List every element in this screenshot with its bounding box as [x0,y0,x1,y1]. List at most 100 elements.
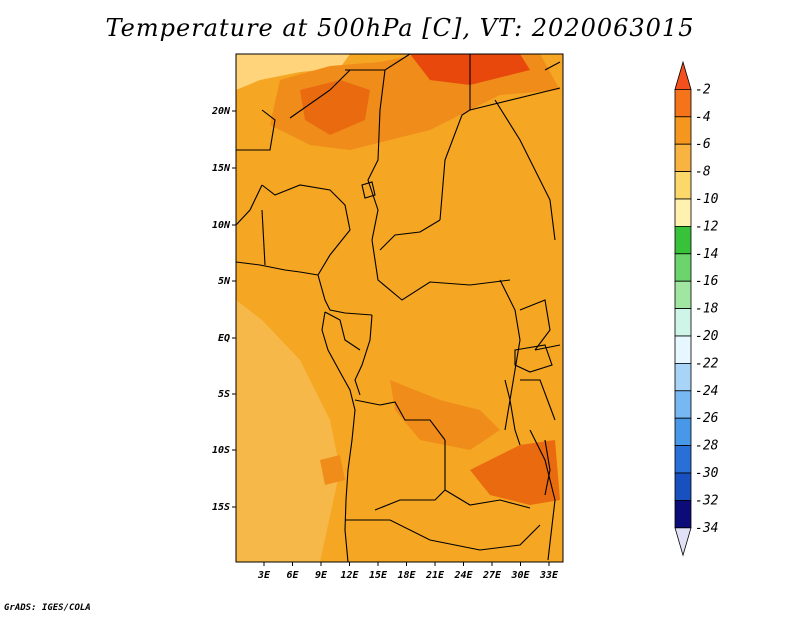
lat-tick-label: 10N [212,220,231,231]
map-frame [235,53,564,563]
lon-tick-label: 3E [257,570,271,581]
colorbar-label: -18 [695,302,719,317]
colorbar-label: -22 [695,356,719,371]
chart-title: Temperature at 500hPa [C], VT: 202006301… [105,14,695,42]
border-ethiopia [494,99,556,241]
lon-tick-label: 30E [510,570,530,581]
country-borders [235,53,561,561]
border-kenya [534,344,561,351]
colorbar-label: -6 [695,137,711,152]
lake-victoria [514,344,553,373]
border-congo-drc [354,314,373,396]
lon-tick-label: 18E [397,570,416,581]
border-tanzania [520,379,556,421]
border-nigeria [261,184,351,276]
border-car [371,239,511,301]
border-sudan-ethiopia [469,87,561,111]
lake-chad [361,181,376,199]
field-warm-central [390,380,500,450]
colorbar-box [674,280,692,310]
grads-credit: GrADS: IGES/COLA [4,603,91,613]
colorbar-label: -2 [695,82,711,97]
colorbar-box [674,171,692,200]
field-light-band-north [236,54,350,90]
colorbar-label: -8 [695,165,711,180]
colorbar-label: -34 [695,521,718,536]
colorbar-box [674,198,692,227]
border-west-africa-2 [235,184,263,226]
colorbar-label: -28 [695,439,719,454]
colorbar-label: -14 [695,247,718,262]
colorbar-box [674,253,692,282]
colorbar-labels: -2 -4 -6 -8 -10 -12 -14 -16 -18 -20 -22 -24 -26 -28 -3… [695,82,719,535]
lon-tick-label: 33E [539,570,559,581]
border-namibia [345,519,481,551]
field-hot-north [300,80,370,135]
lon-tick-label: 6E [286,570,299,581]
colorbar-label: -26 [695,411,719,426]
border-west-africa-1 [236,109,276,151]
colorbar-box [674,225,692,255]
border-angola-north [354,399,446,441]
colorbar-box [674,445,692,474]
coastline-redsea [544,61,561,71]
border-zimbabwe [479,524,541,551]
colorbar-label: -12 [695,219,719,234]
colorbar-label: -20 [695,329,719,344]
lon-tick-label: 21E [425,570,445,581]
colorbar-bottom-triangle [674,527,692,557]
lat-tick-label: 10S [212,445,230,456]
colorbar-label: -10 [695,192,719,207]
lat-tick-label: 15S [212,502,230,513]
field-warm-southwest [320,455,345,485]
lat-tick-label: 5S [218,389,230,400]
lat-tick-label: 5N [218,276,231,287]
field-light-band-west [236,300,340,562]
lon-tick-label: 9E [315,570,328,581]
lake-malawi [544,439,551,496]
colorbar-label: -32 [695,493,719,508]
colorbar-box [674,390,692,419]
field-hot-southeast [470,440,560,505]
colorbar-box [674,143,692,172]
colorbar-label: -16 [695,274,719,289]
coastlines-lakes [235,61,561,563]
lake-tanganyika [504,379,521,446]
lat-tick-label: EQ [218,333,230,344]
colorbar-label: -4 [695,110,711,125]
lat-tick-label: 15N [212,163,231,174]
colorbar-box [674,308,692,337]
colorbar-label: -24 [695,384,718,399]
border-sudan-south [379,219,441,251]
lat-tick-label: 20N [211,106,231,117]
colorbar-boxes [674,60,692,557]
border-niger-chad [289,69,351,119]
colorbar-box [674,116,692,145]
lon-axis: 3E 6E 9E 12E 15E 18E 21E 24E 27E 30E 33E [257,562,559,581]
colorbar-box [674,89,692,118]
border-chad-sudan [367,69,386,241]
border-mozambique [529,429,556,561]
colorbar-box [674,335,692,364]
colorbar-box [674,417,692,447]
border-west-africa-3 [261,209,266,266]
colorbar-box [674,472,692,501]
colorbar-box [674,362,692,392]
temperature-field [236,54,563,562]
border-egypt-sudan [439,54,471,221]
lon-tick-label: 24E [453,570,473,581]
lon-tick-label: 12E [340,570,359,581]
border-drc-east [499,279,521,431]
lon-tick-label: 27E [482,570,502,581]
border-gabon [324,311,361,351]
colorbar-top-triangle [674,60,692,90]
coastline-gabon-angola [321,311,356,563]
lat-axis: 20N 15N 10N 5N EQ 5S 10S 15S [211,106,236,513]
coastline-west [235,261,319,276]
border-cameroon [317,274,373,316]
colorbar-box [674,499,692,529]
border-angola-east [374,440,446,511]
lon-tick-label: 15E [369,570,388,581]
